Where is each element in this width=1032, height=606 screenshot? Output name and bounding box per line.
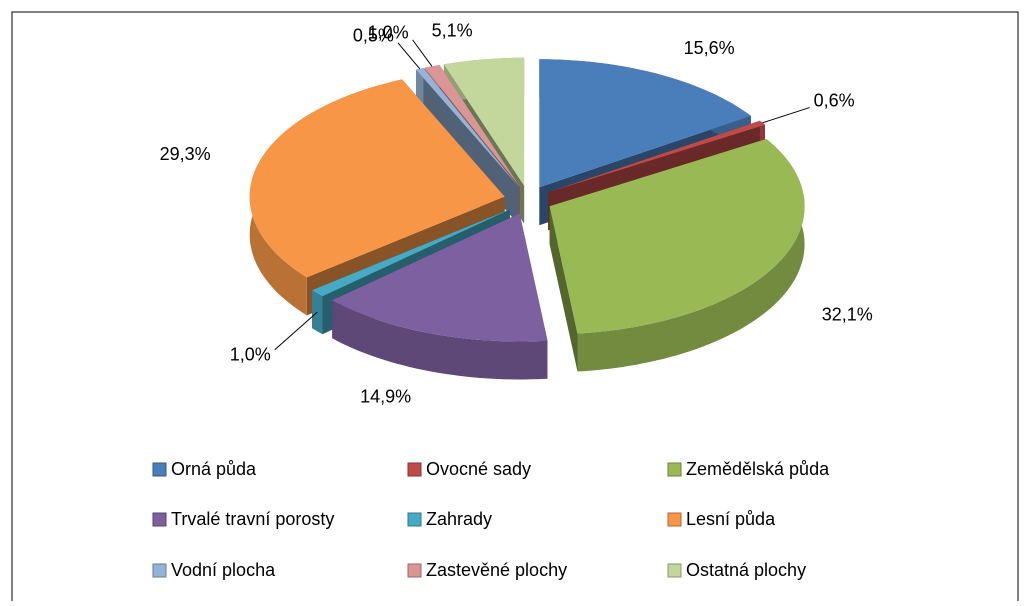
- data-label: 15,6%: [684, 38, 735, 58]
- slice-top: [416, 68, 519, 187]
- slice-wall: [312, 290, 323, 335]
- legend-label: Zastevěné plochy: [426, 560, 567, 580]
- slice-wall: [577, 139, 805, 372]
- slice-top: [443, 57, 525, 186]
- legend-swatch: [152, 462, 167, 477]
- leader-line: [412, 39, 433, 67]
- legend-label: Orná půda: [171, 459, 257, 479]
- legend-label: Zahrady: [426, 509, 492, 529]
- leader-line: [762, 107, 810, 124]
- data-label: 1,0%: [368, 23, 409, 43]
- legend-swatch: [407, 512, 422, 527]
- slice-top: [424, 65, 520, 187]
- legend-label: Zemědělská půda: [686, 459, 830, 479]
- data-label: 29,3%: [160, 144, 211, 164]
- legend-label: Ovocné sady: [426, 459, 531, 479]
- slice: [332, 213, 548, 380]
- legend-swatch: [152, 512, 167, 527]
- leader-line: [397, 42, 421, 70]
- legend-swatch: [667, 563, 682, 578]
- slice-top: [249, 79, 505, 278]
- legend-swatch: [407, 462, 422, 477]
- slice-top: [549, 139, 805, 334]
- data-label: 32,1%: [822, 305, 873, 325]
- legend-label: Lesní půda: [686, 509, 776, 529]
- data-label: 14,9%: [360, 387, 411, 407]
- data-label: 0,5%: [353, 26, 394, 46]
- slice-top: [539, 59, 751, 188]
- data-label: 5,1%: [432, 21, 473, 41]
- slice-wall: [332, 300, 548, 380]
- legend-label: Vodní plocha: [171, 560, 276, 580]
- slice-top: [332, 213, 548, 342]
- data-label: 1,0%: [230, 344, 271, 364]
- leader-line: [274, 311, 318, 351]
- chart-frame: [11, 11, 1019, 601]
- slice: [549, 139, 805, 372]
- legend-swatch: [667, 462, 682, 477]
- slice-side: [549, 206, 578, 372]
- legend-label: Trvalé travní porosty: [171, 509, 334, 529]
- slice-top: [548, 120, 765, 193]
- data-label: 0,6%: [814, 90, 855, 110]
- legend-label: Ostatná plochy: [686, 560, 806, 580]
- legend-swatch: [407, 563, 422, 578]
- legend-swatch: [152, 563, 167, 578]
- legend-swatch: [667, 512, 682, 527]
- slice-top: [312, 209, 510, 297]
